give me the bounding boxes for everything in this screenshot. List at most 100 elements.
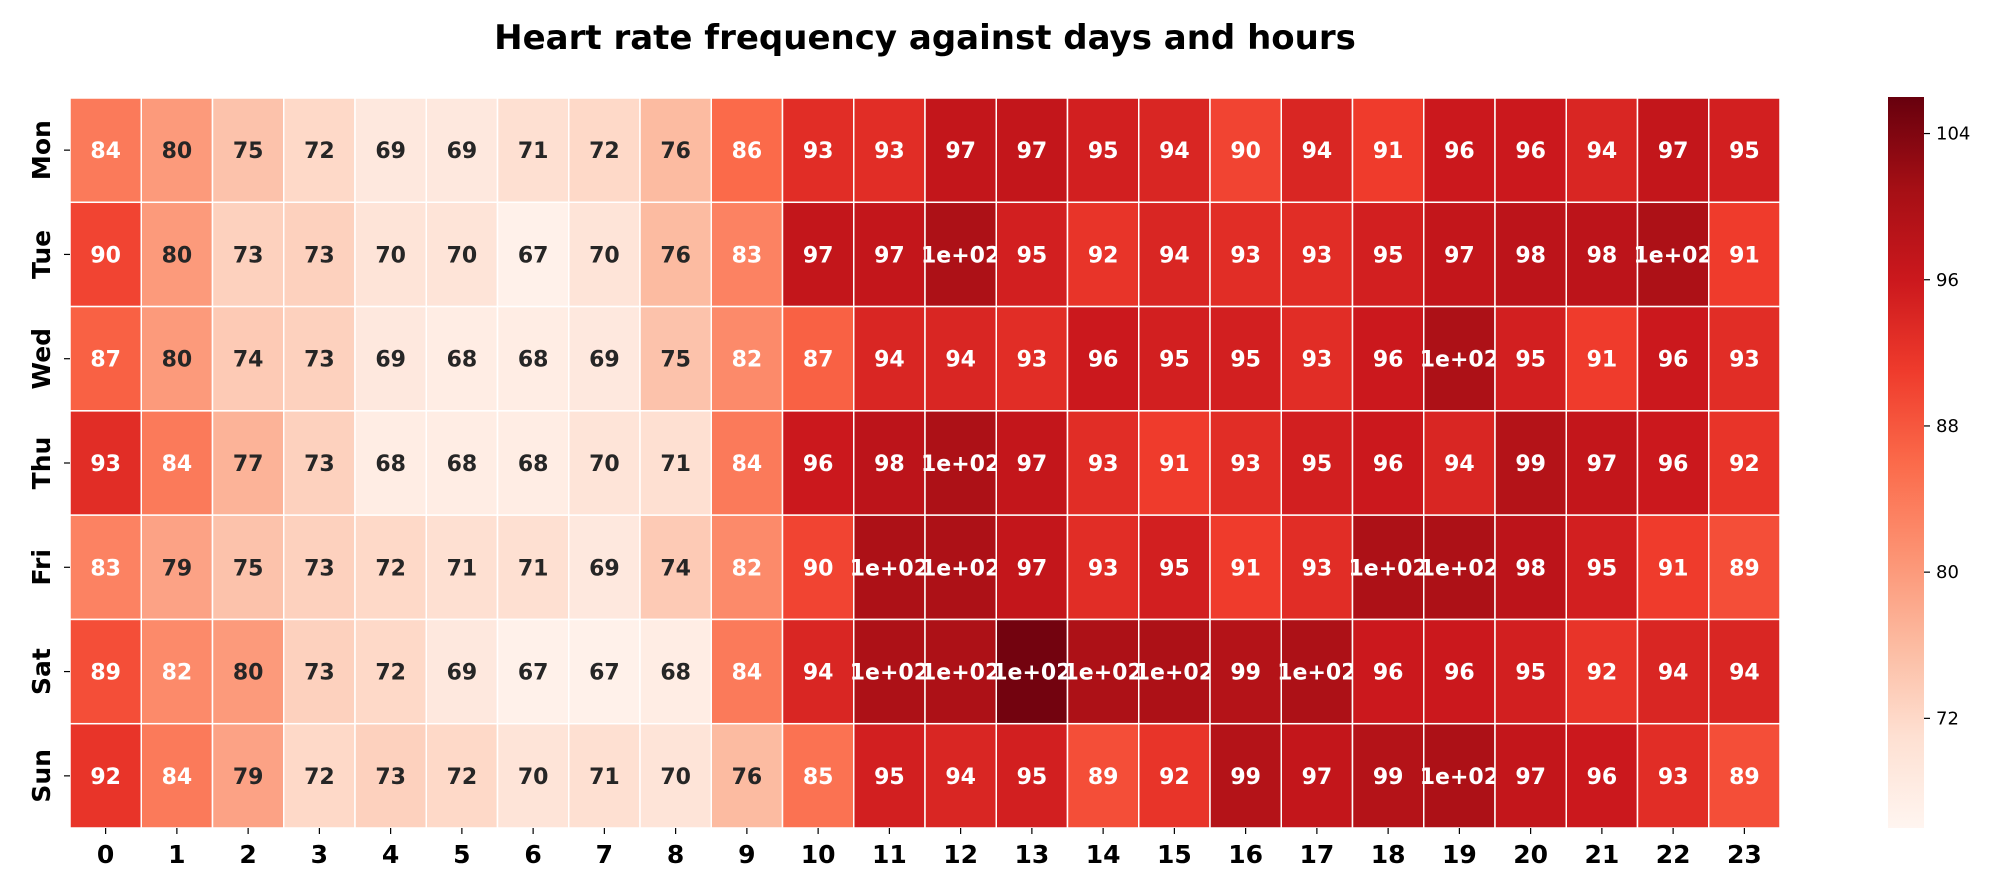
- cell-value-label: 91: [1230, 556, 1261, 581]
- cell-value-label: 97: [874, 243, 905, 268]
- x-tick-label: 11: [872, 840, 907, 869]
- heatmap-cell: [140, 618, 214, 725]
- cell-value-label: 91: [1729, 243, 1760, 268]
- x-tick-label: 6: [524, 840, 541, 869]
- cell-value-label: 85: [803, 765, 834, 790]
- colorbar-gradient: [1888, 97, 1924, 828]
- cell-value-label: 90: [1230, 139, 1261, 164]
- cell-value-label: 93: [874, 139, 905, 164]
- heatmap-cell: [568, 410, 641, 516]
- cell-value-label: 72: [375, 661, 406, 686]
- heatmap-cell: [924, 97, 997, 204]
- cell-value-label: 70: [589, 243, 620, 268]
- heatmap-cell: [354, 722, 427, 829]
- heatmap-cell: [354, 514, 427, 621]
- chart-title: Heart rate frequency against days and ho…: [494, 18, 1356, 58]
- cell-value-label: 95: [1017, 765, 1048, 790]
- cell-value-label: 80: [162, 139, 193, 164]
- cell-value-label: 1e+02: [850, 661, 929, 686]
- cell-value-label: 98: [1587, 243, 1618, 268]
- cell-value-label: 1e+02: [992, 661, 1071, 686]
- heatmap-cell: [1066, 722, 1140, 829]
- heatmap-cell: [639, 410, 712, 516]
- heatmap-cell: [425, 201, 499, 308]
- cell-value-label: 73: [304, 556, 335, 581]
- cell-value-label: 91: [1159, 452, 1190, 477]
- heatmap-cell: [1209, 722, 1282, 829]
- heatmap-cell: [568, 97, 641, 204]
- cell-value-label: 87: [803, 348, 834, 373]
- cell-value-label: 97: [945, 139, 976, 164]
- cell-value-label: 70: [660, 765, 691, 790]
- heatmap-cell: [211, 514, 285, 621]
- y-tick-label: Fri: [27, 549, 56, 585]
- cell-value-label: 97: [1515, 765, 1546, 790]
- cell-value-label: 92: [1729, 452, 1760, 477]
- cell-value-label: 95: [1159, 348, 1190, 373]
- heatmap-cell: [995, 618, 1069, 725]
- heatmap-cell: [1565, 97, 1639, 204]
- cell-value-label: 74: [233, 348, 264, 373]
- heatmap-cell: [1636, 618, 1710, 725]
- cell-value-label: 73: [304, 452, 335, 477]
- heatmap-cell: [1351, 514, 1425, 621]
- heatmap-cell: [1209, 410, 1282, 516]
- cell-value-label: 77: [233, 452, 264, 477]
- cell-value-label: 1e+02: [921, 452, 1000, 477]
- cell-value-label: 98: [1515, 556, 1546, 581]
- cell-value-label: 72: [589, 139, 620, 164]
- cell-value-label: 93: [90, 452, 121, 477]
- heatmap-cell: [1138, 722, 1211, 829]
- heatmap-cell: [1138, 618, 1211, 725]
- x-tick-label: 22: [1656, 840, 1691, 869]
- cell-value-label: 68: [447, 348, 478, 373]
- cell-value-label: 70: [375, 243, 406, 268]
- heatmap-cell: [1209, 97, 1282, 204]
- cell-value-label: 93: [1017, 348, 1048, 373]
- heatmap-cell: [1066, 514, 1140, 621]
- heatmap-cell: [995, 201, 1069, 308]
- cell-value-label: 1e+02: [1348, 556, 1427, 581]
- cell-value-label: 1e+02: [1420, 556, 1499, 581]
- heatmap-cell: [211, 618, 285, 725]
- cell-value-label: 1e+02: [1135, 661, 1214, 686]
- x-tick-label: 8: [667, 840, 684, 869]
- cell-value-label: 69: [375, 348, 406, 373]
- cell-value-label: 76: [660, 139, 691, 164]
- heatmap-cells: 84 80 75 72 69 69 71 72 76 86 93 93 97 97 95 94 90 94 91 96…: [69, 97, 1781, 829]
- cell-value-label: 89: [1729, 765, 1760, 790]
- cell-value-label: 67: [518, 243, 549, 268]
- heatmap-cell: [1351, 305, 1425, 412]
- heatmap-cell: [354, 201, 427, 308]
- heatmap-cell: [1209, 514, 1282, 621]
- cell-value-label: 92: [1088, 243, 1119, 268]
- cell-value-label: 93: [1729, 348, 1760, 373]
- cell-value-label: 95: [1088, 139, 1119, 164]
- heatmap-cell: [496, 722, 570, 829]
- cell-value-label: 96: [1373, 348, 1404, 373]
- heatmap-cell: [995, 410, 1069, 516]
- cell-value-label: 71: [589, 765, 620, 790]
- heatmap-cell: [710, 97, 784, 204]
- cell-value-label: 73: [375, 765, 406, 790]
- y-tick-label: Wed: [27, 328, 56, 390]
- cell-value-label: 84: [90, 139, 121, 164]
- heatmap-cell: [781, 305, 855, 412]
- heatmap-cell: [69, 618, 142, 725]
- x-tick-label: 9: [738, 840, 755, 869]
- heatmap-cell: [1066, 305, 1140, 412]
- cell-value-label: 93: [1658, 765, 1689, 790]
- cell-value-label: 96: [1444, 661, 1475, 686]
- heatmap-cell: [69, 97, 142, 204]
- heatmap-cell: [1138, 97, 1211, 204]
- cell-value-label: 84: [162, 765, 193, 790]
- cell-value-label: 71: [518, 556, 549, 581]
- x-tick-label: 14: [1086, 840, 1121, 869]
- heatmap-cell: [924, 514, 997, 621]
- cell-value-label: 80: [162, 243, 193, 268]
- y-tick-label: Sun: [27, 749, 56, 803]
- cell-value-label: 72: [375, 556, 406, 581]
- colorbar-tick-label: 80: [1936, 562, 1959, 583]
- heatmap-cell: [283, 514, 356, 621]
- heatmap-cell: [425, 410, 499, 516]
